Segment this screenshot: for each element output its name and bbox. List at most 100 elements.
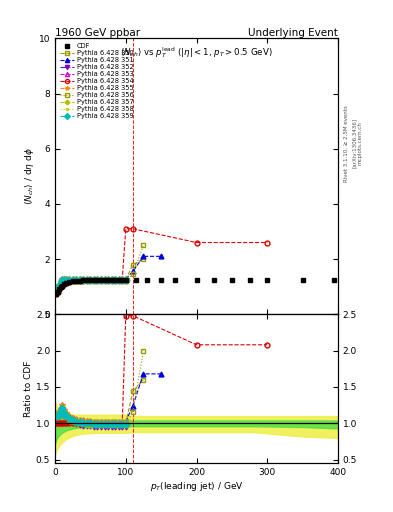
Pythia 6.428 353 bbox=[95, 276, 100, 283]
Pythia 6.428 357 bbox=[95, 277, 100, 283]
Pythia 6.428 358 bbox=[106, 278, 110, 284]
Pythia 6.428 358 bbox=[88, 278, 93, 284]
Pythia 6.428 359 bbox=[60, 277, 64, 283]
Pythia 6.428 353 bbox=[55, 286, 60, 292]
Pythia 6.428 354 bbox=[95, 276, 100, 283]
Pythia 6.428 356 bbox=[84, 278, 89, 284]
Pythia 6.428 357 bbox=[55, 286, 60, 292]
Pythia 6.428 353 bbox=[57, 283, 62, 289]
Pythia 6.428 357 bbox=[67, 277, 72, 283]
Pythia 6.428 353 bbox=[92, 276, 96, 283]
Pythia 6.428 352 bbox=[58, 281, 63, 287]
Pythia 6.428 355 bbox=[55, 286, 60, 292]
Pythia 6.428 352 bbox=[81, 278, 86, 284]
Pythia 6.428 359 bbox=[99, 277, 103, 283]
Pythia 6.428 351 bbox=[62, 276, 66, 282]
Pythia 6.428 357 bbox=[120, 277, 125, 283]
Pythia 6.428 357 bbox=[113, 277, 118, 283]
Pythia 6.428 353 bbox=[74, 276, 79, 283]
Pythia 6.428 357 bbox=[54, 289, 59, 295]
Pythia 6.428 354 bbox=[70, 279, 75, 285]
Pythia 6.428 358 bbox=[95, 278, 100, 284]
Pythia 6.428 350 bbox=[92, 276, 96, 283]
Pythia 6.428 352 bbox=[113, 278, 118, 284]
Pythia 6.428 357 bbox=[116, 277, 121, 283]
CDF bbox=[54, 291, 59, 297]
Pythia 6.428 359 bbox=[77, 277, 82, 283]
Pythia 6.428 354 bbox=[109, 276, 114, 283]
Pythia 6.428 350 bbox=[120, 276, 125, 283]
Pythia 6.428 352 bbox=[77, 278, 82, 284]
Text: 1960 GeV ppbar: 1960 GeV ppbar bbox=[55, 28, 140, 37]
Pythia 6.428 353 bbox=[109, 276, 114, 283]
Pythia 6.428 356 bbox=[77, 278, 82, 284]
Pythia 6.428 355 bbox=[99, 276, 103, 282]
Pythia 6.428 353 bbox=[106, 276, 110, 283]
Pythia 6.428 350 bbox=[55, 286, 60, 292]
Pythia 6.428 351 bbox=[113, 276, 118, 282]
Pythia 6.428 356 bbox=[113, 278, 118, 284]
Pythia 6.428 354 bbox=[54, 291, 59, 297]
X-axis label: $p_T$(leading jet) / GeV: $p_T$(leading jet) / GeV bbox=[150, 480, 243, 493]
Pythia 6.428 357 bbox=[99, 277, 103, 283]
Pythia 6.428 352 bbox=[74, 278, 79, 284]
Pythia 6.428 355 bbox=[54, 289, 59, 295]
Pythia 6.428 351 bbox=[54, 289, 59, 295]
Pythia 6.428 352 bbox=[116, 278, 121, 284]
CDF bbox=[77, 278, 82, 284]
Pythia 6.428 352 bbox=[60, 278, 64, 284]
Pythia 6.428 358 bbox=[102, 278, 107, 284]
Pythia 6.428 359 bbox=[55, 286, 60, 292]
CDF bbox=[332, 276, 337, 283]
Pythia 6.428 352 bbox=[55, 287, 60, 293]
CDF bbox=[57, 286, 62, 292]
Pythia 6.428 358 bbox=[54, 290, 59, 296]
Pythia 6.428 351 bbox=[84, 276, 89, 282]
Pythia 6.428 353 bbox=[120, 276, 125, 283]
Pythia 6.428 350 bbox=[81, 276, 86, 283]
Pythia 6.428 351 bbox=[81, 276, 86, 282]
Pythia 6.428 352 bbox=[99, 278, 103, 284]
Pythia 6.428 350 bbox=[95, 276, 100, 283]
Pythia 6.428 350 bbox=[116, 276, 121, 283]
Pythia 6.428 354 bbox=[113, 276, 118, 283]
Pythia 6.428 352 bbox=[123, 278, 128, 284]
Line: Pythia 6.428 356: Pythia 6.428 356 bbox=[54, 278, 128, 295]
Pythia 6.428 357 bbox=[64, 277, 69, 283]
Pythia 6.428 356 bbox=[95, 278, 100, 284]
Pythia 6.428 352 bbox=[88, 278, 93, 284]
Pythia 6.428 359 bbox=[58, 280, 63, 286]
Pythia 6.428 354 bbox=[102, 276, 107, 283]
Pythia 6.428 359 bbox=[54, 289, 59, 295]
Pythia 6.428 354 bbox=[92, 276, 96, 283]
Pythia 6.428 352 bbox=[95, 278, 100, 284]
CDF bbox=[134, 276, 139, 283]
Pythia 6.428 358 bbox=[120, 278, 125, 284]
Pythia 6.428 356 bbox=[88, 278, 93, 284]
Pythia 6.428 358 bbox=[70, 278, 75, 284]
Pythia 6.428 359 bbox=[70, 277, 75, 283]
Pythia 6.428 358 bbox=[116, 278, 121, 284]
Pythia 6.428 358 bbox=[123, 278, 128, 284]
Pythia 6.428 356 bbox=[74, 278, 79, 284]
CDF bbox=[70, 279, 75, 285]
Pythia 6.428 353 bbox=[64, 276, 69, 283]
Text: [arXiv:1306.3436]: [arXiv:1306.3436] bbox=[352, 118, 357, 168]
Pythia 6.428 357 bbox=[102, 277, 107, 283]
Pythia 6.428 356 bbox=[106, 278, 110, 284]
Pythia 6.428 354 bbox=[67, 279, 72, 285]
Pythia 6.428 350 bbox=[74, 276, 79, 283]
Pythia 6.428 352 bbox=[109, 278, 114, 284]
CDF bbox=[109, 276, 114, 283]
Pythia 6.428 358 bbox=[55, 287, 60, 293]
Pythia 6.428 356 bbox=[64, 278, 69, 284]
Pythia 6.428 354 bbox=[77, 278, 82, 284]
CDF bbox=[99, 276, 103, 283]
Line: Pythia 6.428 358: Pythia 6.428 358 bbox=[54, 278, 128, 295]
CDF bbox=[74, 278, 79, 284]
CDF bbox=[58, 285, 63, 291]
Pythia 6.428 355 bbox=[60, 276, 64, 282]
Pythia 6.428 351 bbox=[106, 276, 110, 282]
Pythia 6.428 350 bbox=[88, 276, 93, 283]
Pythia 6.428 357 bbox=[60, 277, 64, 283]
